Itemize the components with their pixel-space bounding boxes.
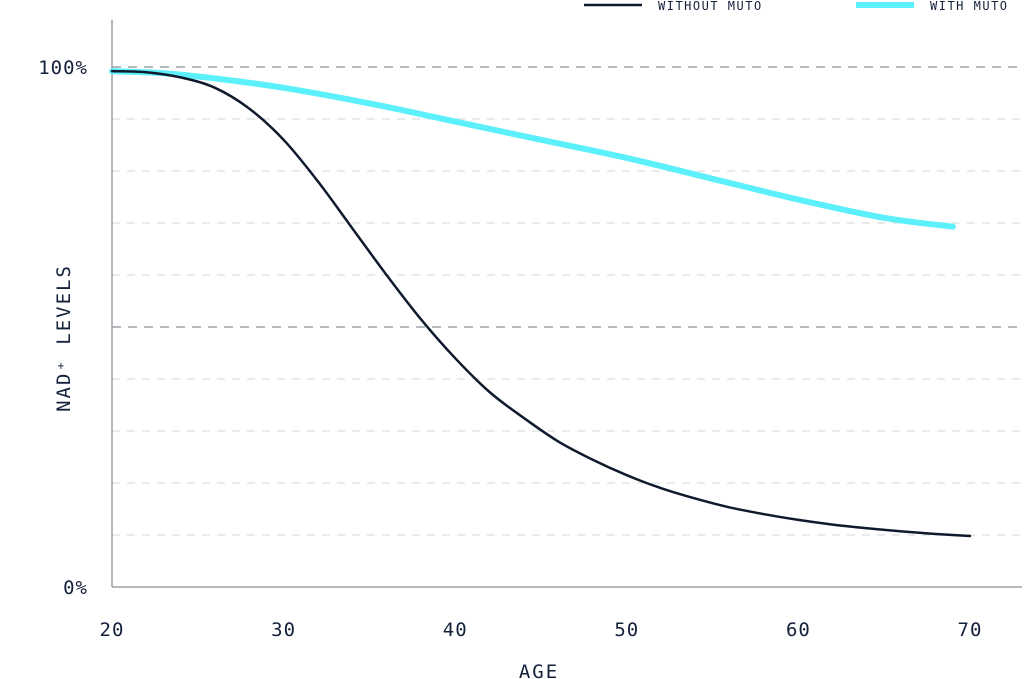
series-layer [109,68,972,538]
y-axis-label: NAD⁺ LEVELS [53,264,75,412]
x-tick-label: 20 [100,619,125,641]
series-line-with-muto [109,68,956,230]
y-tick-label: 0% [63,577,88,599]
legend: WITHOUT MUTO WITH MUTO [584,0,1009,13]
axes [111,20,1022,588]
series-line-without-muto [110,69,972,538]
legend-label-with-muto: WITH MUTO [930,0,1009,13]
x-tick-label: 50 [614,619,639,641]
x-tick-label: 70 [958,619,983,641]
x-axis-label: AGE [519,661,559,679]
x-tick-label: 30 [271,619,296,641]
tick-labels: 20 30 40 50 60 70 0% 100% [38,57,983,641]
legend-label-without-muto: WITHOUT MUTO [658,0,763,13]
x-tick-label: 40 [443,619,468,641]
x-tick-label: 60 [786,619,811,641]
grid [112,66,1022,536]
y-tick-label: 100% [38,57,88,79]
